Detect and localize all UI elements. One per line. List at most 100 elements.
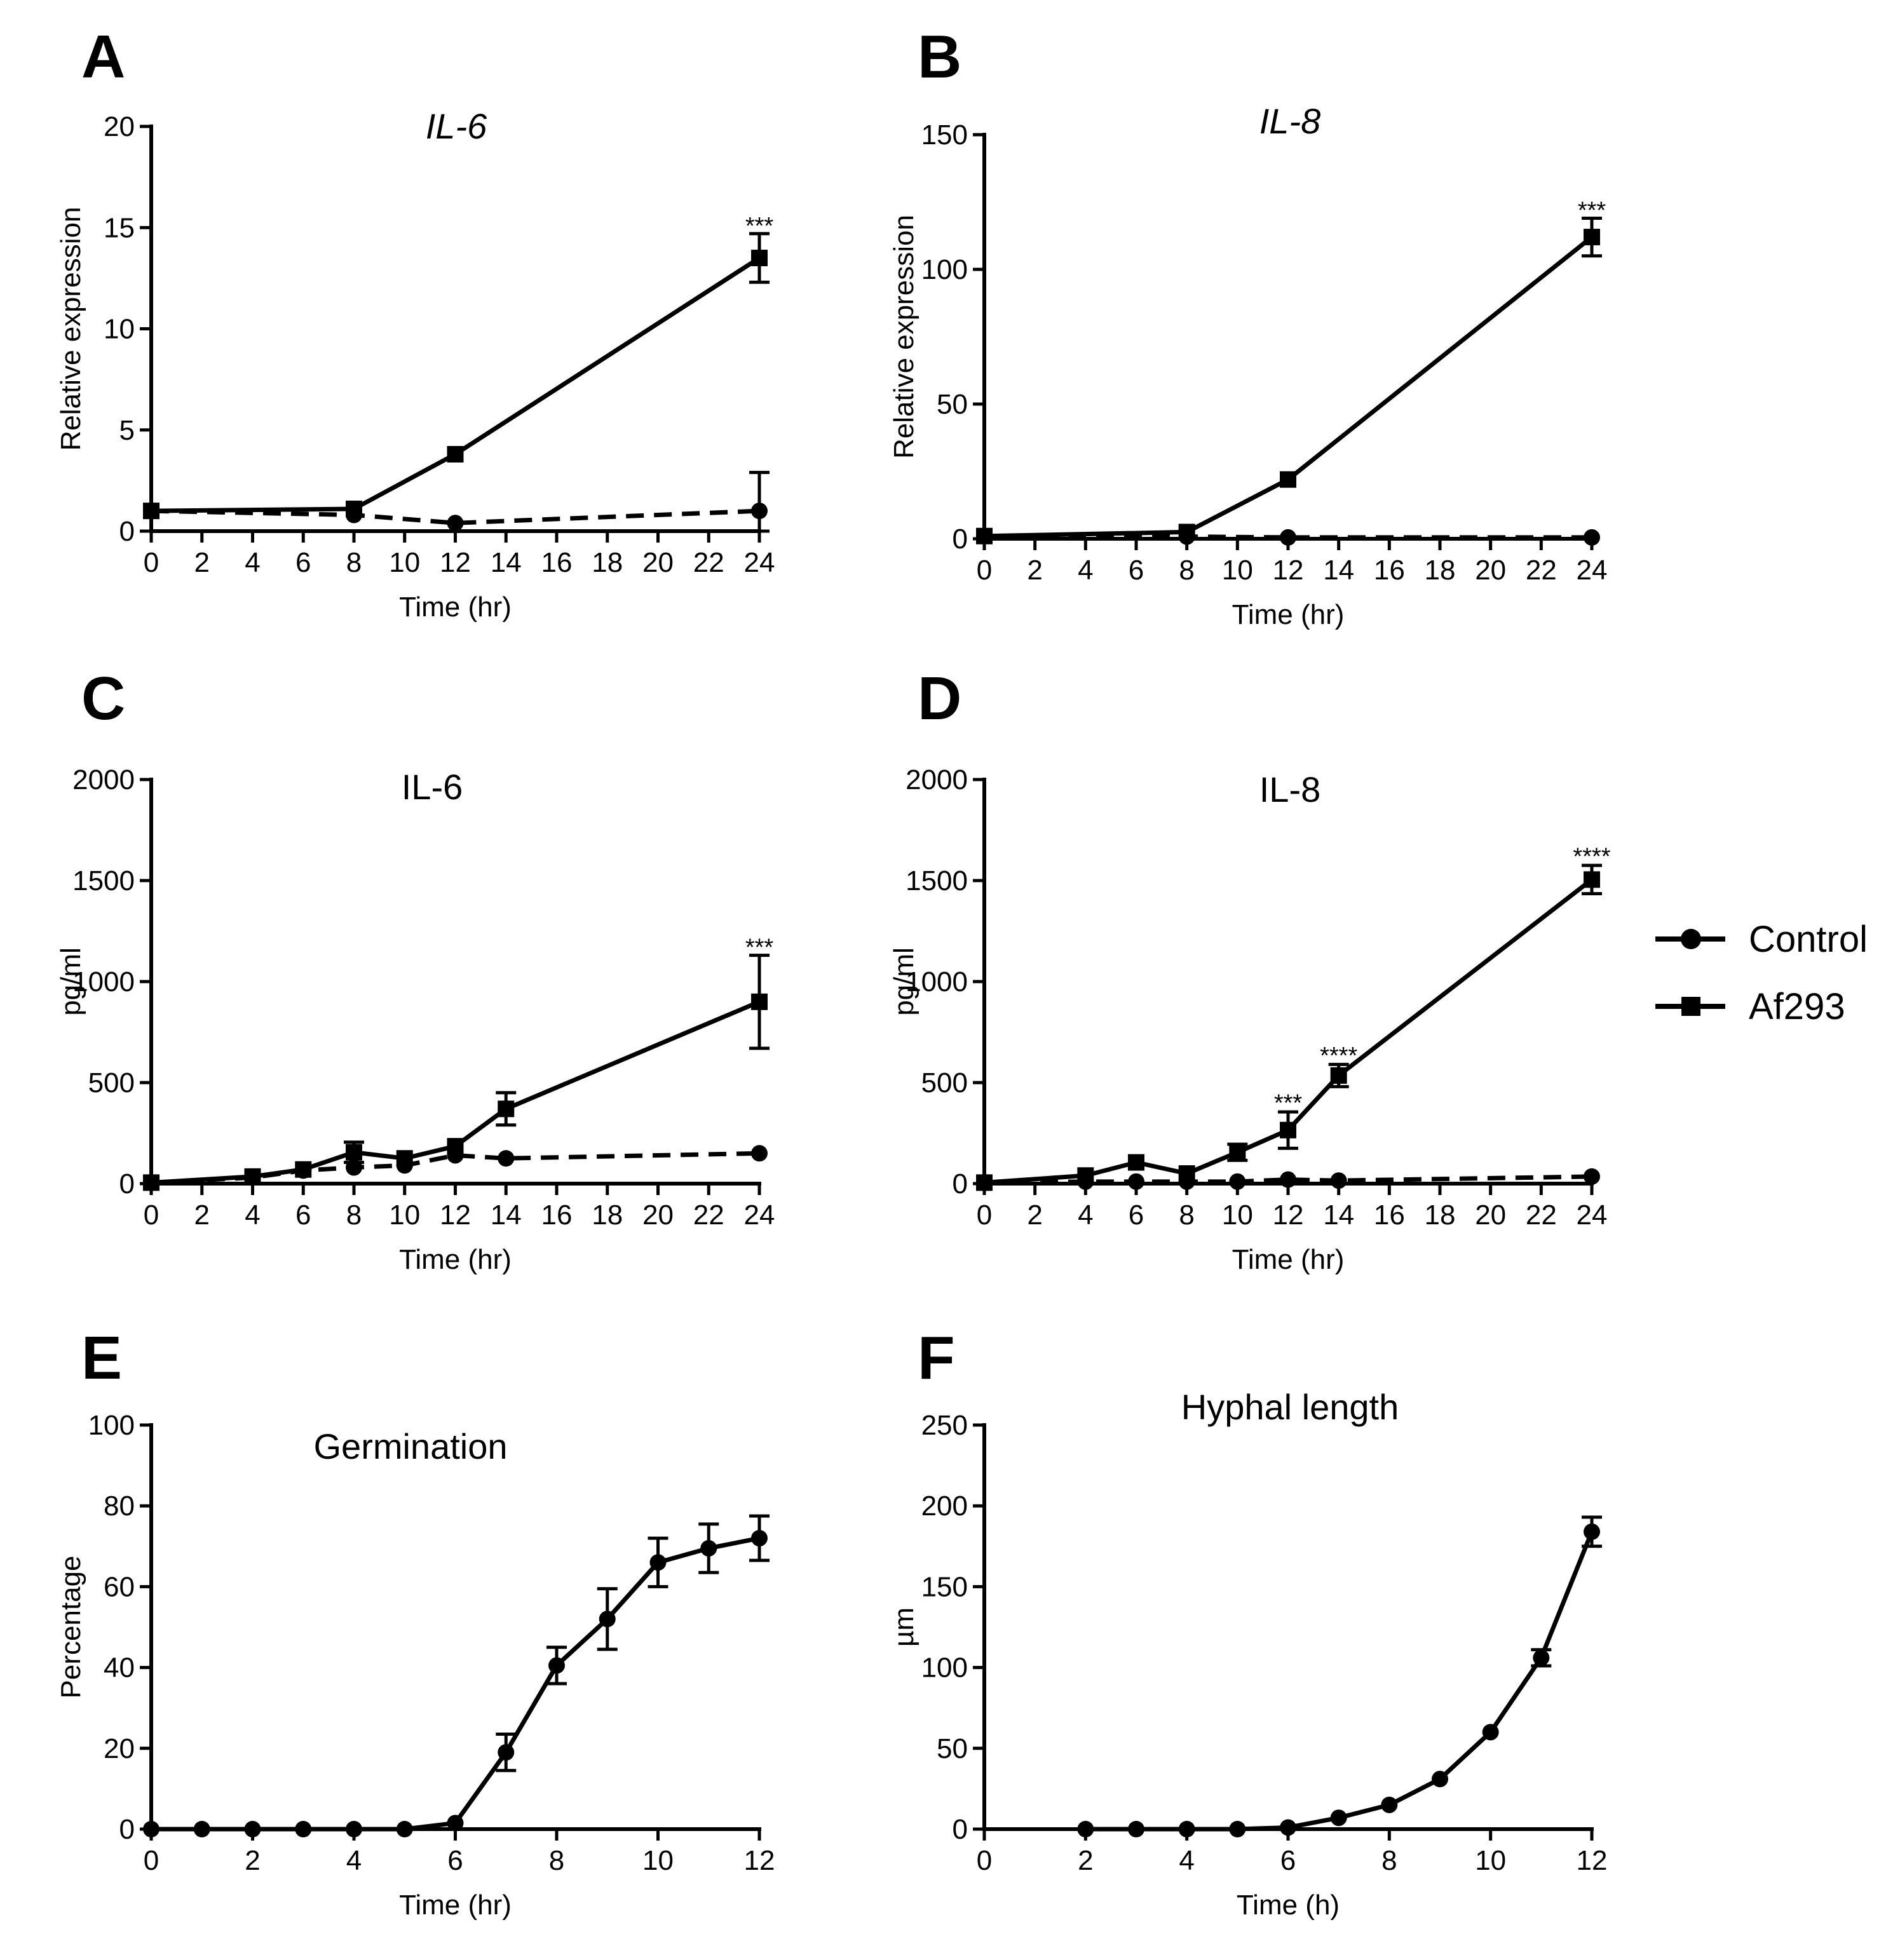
data-point-square — [396, 1150, 413, 1167]
x-tick-label: 10 — [389, 547, 420, 578]
series-line — [151, 256, 761, 513]
y-tick-label: 50 — [937, 389, 968, 420]
x-tick-label: 16 — [541, 547, 573, 578]
x-tick-label: 24 — [1577, 555, 1608, 586]
y-tick-label: 0 — [119, 516, 135, 547]
data-point-square — [1584, 229, 1600, 246]
y-tick-label: 100 — [921, 1652, 968, 1684]
data-point-circle — [649, 1554, 667, 1571]
series-hyphal-length — [1077, 1515, 1602, 1837]
y-axis-label: pg/ml — [55, 947, 86, 1016]
series-line — [151, 1151, 760, 1185]
x-tick-label: 0 — [977, 555, 992, 586]
x-tick-label: 10 — [642, 1845, 674, 1876]
data-point-circle — [599, 1611, 616, 1628]
y-axis-label: pg/ml — [888, 947, 919, 1016]
x-tick-label: 0 — [144, 1200, 159, 1231]
data-point-circle — [193, 1821, 210, 1837]
y-tick-label: 80 — [104, 1490, 135, 1522]
y-tick-label: 150 — [921, 1571, 968, 1602]
panel-letter: A — [81, 23, 125, 91]
x-tick-label: 10 — [1222, 555, 1253, 586]
chart-title: Germination — [313, 1426, 507, 1466]
series-line — [151, 1536, 760, 1832]
panel-letter: D — [918, 665, 961, 733]
data-point-square — [1077, 1167, 1094, 1184]
series-line — [151, 999, 761, 1185]
y-tick-label: 1500 — [72, 865, 135, 896]
y-tick-label: 1000 — [72, 966, 135, 997]
x-axis-label: Time (hr) — [1232, 1244, 1345, 1275]
data-point-circle — [244, 1821, 261, 1837]
x-tick-label: 2 — [1027, 1200, 1042, 1231]
x-tick-label: 0 — [144, 1845, 159, 1876]
data-point-square — [751, 250, 768, 267]
chart-title: IL-8 — [1259, 101, 1321, 141]
x-tick-label: 4 — [1078, 1200, 1093, 1231]
y-tick-label: 500 — [921, 1067, 968, 1098]
data-point-circle — [447, 1815, 464, 1832]
data-point-circle — [1280, 1819, 1296, 1836]
x-axis-label: Time (h) — [1237, 1889, 1340, 1921]
x-tick-label: 12 — [744, 1845, 775, 1876]
series-line — [1085, 1531, 1594, 1832]
x-tick-label: 20 — [1475, 1200, 1506, 1231]
data-point-square — [143, 1174, 159, 1191]
x-tick-label: 2 — [1027, 555, 1042, 586]
y-tick-label: 2000 — [72, 764, 135, 795]
x-tick-label: 22 — [693, 1200, 724, 1231]
panel-e: E Germination 0 20 40 60 80 100 0 2 4 6 8 10 12 Time (h… — [55, 1324, 775, 1921]
x-tick-label: 8 — [1179, 1200, 1194, 1231]
y-tick-label: 0 — [119, 1168, 135, 1200]
series-line — [151, 508, 760, 525]
data-point-square — [295, 1161, 312, 1178]
data-point-square — [143, 503, 159, 520]
legend-marker-circle — [1681, 929, 1701, 949]
data-point-circle — [447, 515, 464, 532]
chart-title: Hyphal length — [1181, 1387, 1399, 1427]
x-tick-label: 6 — [447, 1845, 463, 1876]
chart-title: IL-8 — [1259, 769, 1321, 809]
x-tick-label: 8 — [346, 1200, 362, 1231]
y-tick-label: 40 — [104, 1652, 135, 1684]
data-point-circle — [1128, 1173, 1144, 1190]
x-tick-label: 6 — [295, 1200, 311, 1231]
x-tick-label: 6 — [1129, 1200, 1144, 1231]
x-tick-label: 2 — [1078, 1845, 1093, 1876]
data-point-circle — [1229, 1173, 1246, 1190]
y-tick-label: 20 — [104, 111, 135, 142]
x-axis-label: Time (hr) — [399, 591, 512, 623]
x-tick-label: 4 — [346, 1845, 362, 1876]
x-tick-label: 22 — [1526, 1200, 1557, 1231]
data-point-circle — [751, 1530, 768, 1547]
data-point-square — [244, 1168, 261, 1185]
data-point-circle — [1128, 1821, 1144, 1837]
y-tick-label: 10 — [104, 314, 135, 345]
x-tick-label: 12 — [1577, 1845, 1608, 1876]
significance-label: **** — [1320, 1043, 1357, 1069]
y-tick-label: 2000 — [906, 764, 968, 795]
y-tick-label: 0 — [953, 1168, 968, 1200]
data-point-circle — [751, 1145, 768, 1162]
significance-label: *** — [1578, 197, 1606, 224]
x-axis-label: Time (hr) — [399, 1889, 512, 1921]
data-point-square — [346, 500, 362, 517]
y-tick-label: 15 — [104, 212, 135, 243]
data-point-square — [1128, 1154, 1144, 1171]
x-tick-label: 10 — [1222, 1200, 1253, 1231]
data-point-circle — [1178, 1821, 1195, 1837]
panel-letter: B — [918, 23, 961, 91]
data-point-circle — [1330, 1809, 1347, 1827]
data-point-circle — [1280, 1171, 1296, 1188]
chart-title: IL-6 — [402, 767, 463, 807]
series-line — [984, 235, 1594, 539]
data-point-circle — [498, 1744, 515, 1761]
x-tick-label: 24 — [744, 1200, 775, 1231]
x-tick-label: 0 — [977, 1200, 992, 1231]
y-axis-label: Percentage — [55, 1555, 86, 1698]
data-point-square — [1584, 871, 1600, 888]
y-tick-label: 0 — [953, 1814, 968, 1845]
